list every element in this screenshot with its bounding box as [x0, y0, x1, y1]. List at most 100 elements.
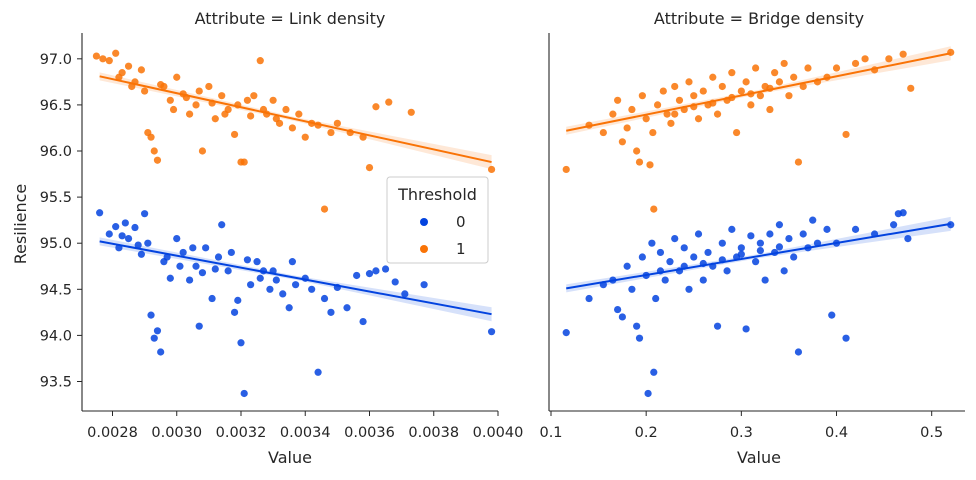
- scatter-point-series-0: [137, 250, 146, 258]
- scatter-point-series-1: [269, 96, 277, 104]
- scatter-point-series-1: [372, 103, 380, 111]
- scatter-point-series-1: [752, 64, 760, 72]
- scatter-point-series-1: [794, 158, 803, 166]
- scatter-point-series-0: [179, 248, 187, 257]
- scatter-point-series-1: [650, 205, 658, 213]
- scatter-point-series-0: [230, 308, 239, 316]
- scatter-point-series-1: [221, 110, 229, 118]
- scatter-point-series-0: [173, 234, 181, 243]
- scatter-point-series-0: [766, 230, 774, 238]
- scatter-point-series-0: [685, 285, 693, 293]
- scatter-point-series-1: [737, 87, 745, 95]
- scatter-point-series-0: [195, 322, 203, 330]
- scatter-point-series-0: [742, 325, 750, 333]
- panel-link-density: Attribute = Link density Value Resilienc…: [11, 9, 523, 467]
- x-tick-label: 0.3: [730, 425, 753, 441]
- scatter-point-series-0: [285, 304, 293, 312]
- scatter-point-series-1: [153, 156, 162, 164]
- scatter-point-series-0: [623, 262, 631, 270]
- scatter-point-series-1: [799, 82, 807, 91]
- scatter-point-series-1: [211, 115, 219, 123]
- x-tick-label: 0.0034: [280, 425, 331, 441]
- scatter-point-series-0: [737, 244, 745, 252]
- scatter-point-series-1: [365, 164, 374, 172]
- scatter-point-series-0: [420, 281, 428, 289]
- scatter-point-series-0: [785, 234, 793, 243]
- scatter-point-series-0: [359, 317, 367, 326]
- scatter-point-series-0: [890, 221, 898, 229]
- scatter-point-series-0: [644, 389, 652, 398]
- scatter-point-series-1: [359, 133, 367, 141]
- scatter-point-series-0: [372, 267, 380, 275]
- scatter-point-series-1: [671, 82, 679, 91]
- scatter-point-series-1: [671, 110, 679, 118]
- scatter-point-series-1: [646, 161, 654, 169]
- scatter-point-series-0: [256, 274, 264, 282]
- legend-label-1: 1: [456, 240, 466, 258]
- y-ticks-left: 93.5 94.0 94.5 95.0 95.5 96.0 96.5 97.0: [40, 52, 82, 390]
- scatter-point-series-1: [747, 101, 755, 109]
- regression-line-1: [99, 75, 492, 164]
- scatter-point-series-0: [487, 328, 496, 336]
- y-tick-label: 94.5: [40, 282, 72, 298]
- scatter-point-series-1: [137, 66, 146, 74]
- scatter-point-series-1: [804, 64, 812, 72]
- legend: Threshold 0 1: [386, 176, 489, 264]
- scatter-point-series-0: [618, 313, 626, 321]
- scatter-point-series-0: [272, 276, 280, 284]
- scatter-point-series-1: [732, 128, 741, 137]
- scatter-point-series-0: [650, 368, 658, 376]
- scatter-point-series-0: [237, 339, 245, 347]
- x-tick-label: 0.0040: [473, 425, 524, 441]
- scatter-point-series-1: [115, 73, 123, 81]
- scatter-point-series-0: [112, 223, 120, 231]
- scatter-point-series-0: [208, 294, 216, 303]
- scatter-point-series-1: [718, 82, 726, 91]
- scatter-point-series-0: [828, 311, 836, 319]
- scatter-point-series-0: [292, 281, 300, 289]
- regression-line-1: [566, 52, 951, 132]
- x-ticks-right: 0.1 0.2 0.3 0.4 0.5: [539, 411, 943, 441]
- scatter-point-series-1: [150, 147, 158, 155]
- scatter-point-series-0: [365, 270, 374, 278]
- scatter-point-series-1: [205, 82, 213, 91]
- x-ticks-left: 0.0028 0.0030 0.0032 0.0034 0.0036 0.0038 0.00…: [87, 411, 523, 441]
- confidence-band-0: [99, 237, 492, 322]
- y-axis-label: Resilience: [11, 184, 30, 265]
- scatter-point-series-0: [690, 253, 698, 261]
- scatter-point-series-0: [775, 243, 784, 251]
- scatter-point-series-0: [728, 225, 736, 233]
- scatter-point-series-0: [144, 239, 152, 247]
- scatter-point-series-0: [214, 253, 223, 261]
- y-tick-label: 97.0: [40, 52, 72, 68]
- scatter-point-series-1: [282, 105, 290, 114]
- scatter-point-series-1: [272, 115, 280, 123]
- scatter-point-series-1: [141, 87, 149, 95]
- scatter-point-series-1: [614, 96, 622, 104]
- scatter-point-series-1: [256, 57, 264, 65]
- scatter-point-series-0: [218, 221, 226, 229]
- scatter-point-series-1: [157, 81, 165, 89]
- scatter-point-series-1: [771, 69, 779, 77]
- scatter-point-series-1: [173, 73, 181, 81]
- scatter-point-series-0: [124, 234, 133, 243]
- scatter-point-series-1: [198, 147, 207, 155]
- scatter-point-series-0: [761, 276, 769, 284]
- scatter-point-series-1: [947, 48, 955, 56]
- scatter-point-series-1: [899, 50, 907, 58]
- scatter-point-series-1: [756, 92, 764, 100]
- scatter-point-series-1: [166, 96, 174, 104]
- scatter-point-series-0: [851, 225, 860, 233]
- scatter-point-series-1: [147, 133, 155, 141]
- scatter-point-series-0: [202, 244, 210, 252]
- scatter-point-series-0: [628, 285, 636, 293]
- x-tick-label: 0.0028: [87, 425, 138, 441]
- scatter-point-series-0: [723, 267, 731, 275]
- scatter-point-series-1: [562, 165, 570, 174]
- scatter-point-series-1: [694, 115, 703, 123]
- scatter-point-series-1: [192, 101, 200, 109]
- scatter-point-series-0: [747, 232, 755, 240]
- legend-label-0: 0: [456, 213, 466, 231]
- x-tick-label: 0.2: [635, 425, 658, 441]
